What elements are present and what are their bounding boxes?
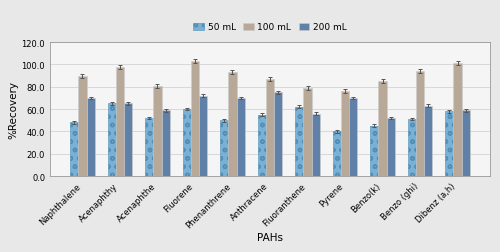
Bar [445, 112, 454, 176]
Bar [274, 93, 282, 176]
Bar [108, 104, 116, 176]
Bar [370, 126, 378, 176]
Bar [454, 64, 462, 176]
Bar [462, 111, 470, 176]
X-axis label: PAHs: PAHs [257, 232, 283, 242]
Bar [199, 96, 207, 176]
Bar [295, 107, 304, 176]
Bar [70, 123, 78, 176]
Bar [228, 73, 236, 176]
Bar [378, 82, 386, 176]
Bar [182, 110, 191, 176]
Bar [408, 120, 416, 176]
Bar [416, 72, 424, 176]
Y-axis label: %Recovery: %Recovery [8, 81, 18, 139]
Bar [332, 132, 341, 176]
Bar [124, 104, 132, 176]
Bar [78, 76, 86, 176]
Bar [258, 115, 266, 176]
Bar [116, 67, 124, 176]
Bar [236, 99, 245, 176]
Bar [312, 114, 320, 176]
Bar [341, 92, 349, 176]
Bar [424, 106, 432, 176]
Bar [386, 118, 395, 176]
Bar [304, 88, 312, 176]
Bar [86, 99, 95, 176]
Bar [162, 111, 170, 176]
Bar [145, 118, 154, 176]
Bar [220, 121, 228, 176]
Legend: 50 mL, 100 mL, 200 mL: 50 mL, 100 mL, 200 mL [190, 21, 350, 35]
Bar [349, 99, 358, 176]
Bar [266, 80, 274, 176]
Bar [191, 62, 199, 176]
Bar [154, 86, 162, 176]
